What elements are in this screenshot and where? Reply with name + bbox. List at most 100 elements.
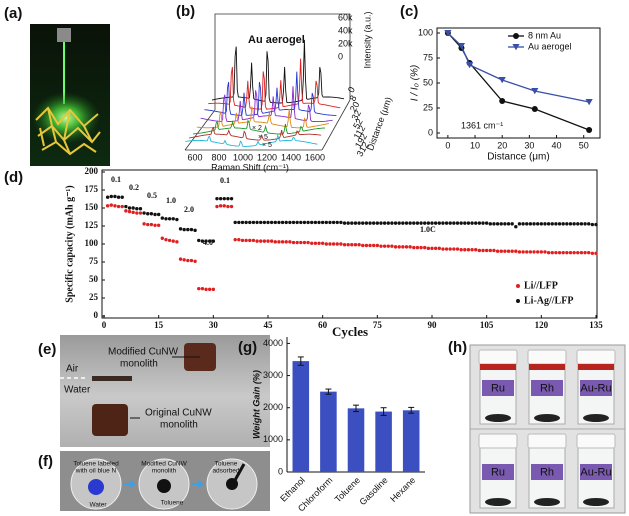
x-tick-label: 20 bbox=[497, 140, 507, 150]
data-point bbox=[156, 212, 161, 217]
data-point bbox=[404, 221, 409, 225]
data-point bbox=[594, 251, 598, 256]
x-tick-label: 0 bbox=[102, 320, 107, 330]
data-point bbox=[197, 238, 201, 243]
photo-label: monolith bbox=[160, 420, 198, 431]
data-point bbox=[474, 221, 478, 225]
data-point bbox=[331, 242, 336, 246]
y-tick-label: 75 bbox=[89, 256, 99, 266]
data-point bbox=[226, 204, 230, 209]
data-point bbox=[149, 222, 154, 227]
data-point bbox=[105, 204, 110, 208]
vial-label: Ru bbox=[491, 382, 505, 394]
vial-cap bbox=[576, 433, 616, 449]
data-point bbox=[492, 248, 496, 253]
spectrum-trace bbox=[200, 86, 333, 123]
annotation: 0.2 bbox=[129, 183, 139, 192]
data-point bbox=[175, 240, 179, 244]
data-point bbox=[178, 227, 183, 231]
data-point bbox=[590, 222, 595, 227]
y-tick-label: 0 bbox=[428, 127, 433, 137]
vial-cap bbox=[527, 349, 567, 365]
data-point bbox=[302, 240, 307, 245]
marker bbox=[531, 88, 539, 95]
data-point bbox=[517, 222, 522, 226]
photo-label: Water bbox=[64, 385, 91, 396]
annotation: 1.0 bbox=[166, 196, 176, 205]
data-point bbox=[215, 196, 219, 201]
photo-label: Air bbox=[66, 364, 79, 375]
tick-label: 20k bbox=[338, 38, 353, 48]
tick-label: 60k bbox=[338, 12, 353, 22]
x-tick-label: 50 bbox=[579, 140, 589, 150]
data-point bbox=[244, 238, 248, 243]
data-point bbox=[386, 244, 390, 248]
photo-label: Toluene bbox=[215, 461, 238, 468]
vial-band bbox=[578, 364, 614, 370]
data-point bbox=[426, 246, 431, 251]
data-point bbox=[525, 250, 529, 254]
data-point bbox=[499, 222, 503, 226]
data-point bbox=[273, 240, 277, 244]
box-edge bbox=[321, 99, 351, 151]
data-point bbox=[255, 239, 259, 243]
data-point bbox=[415, 245, 420, 250]
axis-label: Intensity (a.u.) bbox=[362, 11, 372, 68]
data-point bbox=[568, 222, 573, 226]
data-point bbox=[488, 222, 493, 226]
marker bbox=[499, 98, 506, 104]
x-tick-label: 135 bbox=[589, 320, 603, 330]
data-point bbox=[539, 222, 544, 226]
data-point bbox=[306, 220, 310, 225]
data-point bbox=[138, 211, 143, 215]
vial-band bbox=[529, 364, 565, 370]
data-point bbox=[375, 243, 380, 248]
data-point bbox=[503, 249, 507, 253]
data-point bbox=[448, 221, 452, 225]
marker bbox=[498, 77, 506, 84]
photo-e bbox=[60, 335, 270, 447]
raman-waterfall bbox=[184, 13, 351, 151]
data-point bbox=[528, 222, 533, 226]
data-point bbox=[324, 242, 329, 246]
vial-cap bbox=[527, 433, 567, 449]
annotation: 0.1 bbox=[111, 175, 121, 184]
data-point bbox=[262, 220, 267, 225]
data-point bbox=[335, 242, 339, 246]
data-point bbox=[200, 286, 205, 291]
x-axis-label: Cycles bbox=[332, 324, 368, 339]
data-point bbox=[160, 216, 165, 220]
data-point bbox=[481, 248, 485, 253]
vial-tag bbox=[580, 380, 612, 396]
panel-label: (f) bbox=[38, 453, 53, 470]
data-point bbox=[470, 221, 474, 225]
data-point bbox=[361, 243, 365, 248]
vial-cap bbox=[478, 433, 518, 449]
y-tick-label: 1000 bbox=[263, 434, 283, 444]
data-point bbox=[550, 250, 554, 255]
y-axis-label: I / I₀ (%) bbox=[410, 65, 421, 101]
data-point bbox=[189, 258, 194, 263]
y-tick-label: 75 bbox=[423, 52, 433, 62]
data-point bbox=[320, 220, 325, 225]
y-tick-label: 2000 bbox=[263, 402, 283, 412]
data-point bbox=[576, 250, 580, 255]
data-point bbox=[291, 240, 296, 245]
data-point bbox=[415, 221, 420, 225]
data-point bbox=[364, 243, 369, 248]
data-point bbox=[109, 194, 113, 199]
data-point bbox=[171, 239, 175, 243]
data-point bbox=[262, 239, 267, 243]
panel-label: (b) bbox=[176, 3, 195, 20]
axis-label: Distance (μm) bbox=[365, 96, 394, 152]
tick-label: 0 bbox=[338, 51, 343, 61]
data-point bbox=[207, 239, 212, 243]
vial-tag bbox=[531, 464, 563, 480]
y-tick-label: 125 bbox=[85, 220, 99, 230]
data-point bbox=[506, 222, 511, 226]
data-point bbox=[277, 240, 281, 244]
data-point bbox=[459, 221, 463, 225]
y-tick-label: 0 bbox=[94, 310, 99, 320]
data-point bbox=[320, 241, 325, 245]
vial-sediment bbox=[583, 498, 609, 506]
